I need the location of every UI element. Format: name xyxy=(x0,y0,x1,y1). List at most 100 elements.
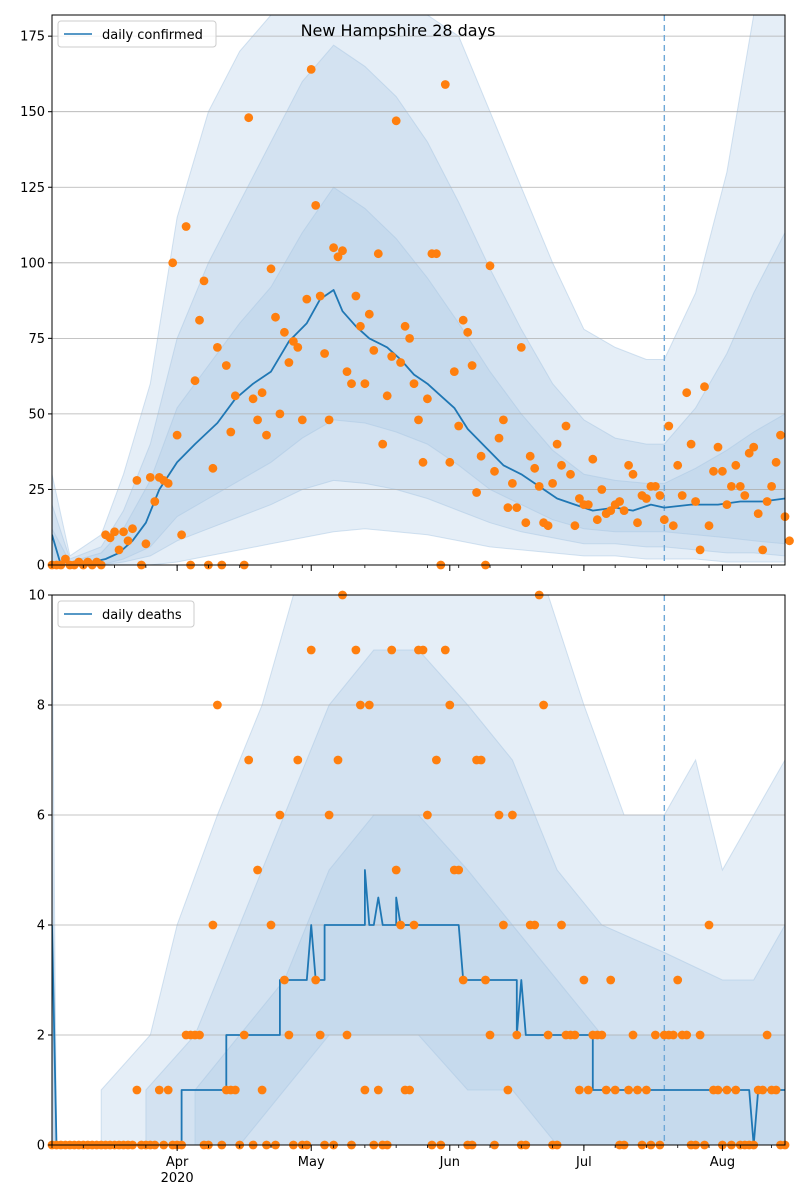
data-point xyxy=(306,645,316,655)
y-tick-label: 75 xyxy=(28,332,45,347)
data-point xyxy=(762,1030,772,1040)
data-point xyxy=(454,421,464,431)
data-point xyxy=(543,521,553,531)
data-point xyxy=(664,421,674,431)
uncertainty-bands xyxy=(52,595,785,1145)
data-point xyxy=(686,439,696,449)
data-point xyxy=(597,485,607,494)
chart-title: New Hampshire 28 days xyxy=(301,21,496,40)
data-point xyxy=(485,1030,495,1040)
data-point xyxy=(633,1085,642,1095)
series-line-group xyxy=(52,869,785,1145)
legend: daily deaths xyxy=(57,600,195,628)
data-point xyxy=(454,865,464,875)
data-point xyxy=(405,1085,414,1095)
data-point xyxy=(619,506,629,515)
data-point xyxy=(329,243,338,253)
band-mid xyxy=(52,649,785,1145)
x-tick-label: Jul xyxy=(575,1155,592,1170)
data-point xyxy=(61,554,70,564)
data-point xyxy=(400,321,410,331)
data-point xyxy=(758,545,768,555)
data-point xyxy=(195,1030,204,1040)
data-point xyxy=(771,457,781,467)
x-tick-label: May xyxy=(298,1155,325,1170)
data-point xyxy=(141,539,151,549)
axes xyxy=(51,594,786,1146)
data-point xyxy=(356,700,365,710)
data-point xyxy=(744,448,754,458)
data-point xyxy=(713,442,723,452)
data-point xyxy=(570,521,580,531)
data-point xyxy=(396,920,405,930)
data-point xyxy=(418,645,428,655)
data-point xyxy=(445,457,455,467)
data-point xyxy=(673,460,683,470)
data-point xyxy=(771,1085,781,1095)
data-point xyxy=(624,1085,633,1095)
y-tick-label: 100 xyxy=(20,256,45,271)
data-point xyxy=(275,810,285,820)
data-point xyxy=(508,479,517,488)
legend-box xyxy=(57,600,195,628)
data-point xyxy=(382,391,392,401)
data-point xyxy=(610,1085,620,1095)
data-point xyxy=(655,491,665,500)
data-point xyxy=(315,291,325,301)
y-tick-label: 150 xyxy=(20,105,45,120)
data-point xyxy=(432,249,441,259)
y-tick-label: 50 xyxy=(28,407,45,422)
x-ticks xyxy=(51,565,772,571)
data-point xyxy=(557,460,566,470)
data-point xyxy=(195,315,204,325)
data-point xyxy=(213,343,222,352)
data-point xyxy=(633,518,642,528)
data-point xyxy=(668,521,678,531)
data-point xyxy=(512,503,522,512)
data-point xyxy=(445,700,455,710)
data-point xyxy=(293,755,303,765)
data-point xyxy=(369,346,379,355)
data-point xyxy=(767,482,776,491)
data-point xyxy=(405,334,414,343)
data-point xyxy=(275,409,285,419)
data-point xyxy=(306,65,316,74)
data-point xyxy=(561,421,571,431)
data-point xyxy=(762,497,772,506)
y-tick-label: 4 xyxy=(37,919,45,934)
data-point xyxy=(606,975,616,985)
data-point xyxy=(414,415,423,425)
data-point xyxy=(208,463,218,473)
axes-frame xyxy=(51,594,786,1146)
data-point xyxy=(659,515,669,525)
legend: daily confirmed xyxy=(57,20,217,48)
data-point xyxy=(128,524,137,534)
data-point xyxy=(628,469,638,479)
data-point xyxy=(409,920,419,930)
y-tick-label: 2 xyxy=(37,1029,45,1044)
data-point xyxy=(463,327,473,337)
data-point xyxy=(208,920,218,930)
data-point xyxy=(351,645,361,655)
data-point xyxy=(601,1085,611,1095)
data-point xyxy=(132,1085,142,1095)
data-point xyxy=(668,1030,678,1040)
data-point xyxy=(615,497,624,506)
data-point xyxy=(597,1030,607,1040)
data-point xyxy=(628,1030,638,1040)
data-point xyxy=(253,415,262,425)
uncertainty-bands xyxy=(52,15,785,565)
data-point xyxy=(677,491,687,500)
data-point xyxy=(516,343,526,352)
legend-label: daily confirmed xyxy=(102,28,203,43)
data-point xyxy=(494,810,504,820)
y-tick-label: 6 xyxy=(37,809,45,824)
data-point xyxy=(311,201,321,210)
data-point xyxy=(579,975,589,985)
y-tick-label: 0 xyxy=(37,559,45,574)
data-point xyxy=(682,1030,692,1040)
panel-daily-confirmed: 0 25 50 75 100 125 150 175 New Hampshire 28 day… xyxy=(20,14,794,574)
data-point xyxy=(722,500,732,509)
data-point xyxy=(709,466,718,476)
data-point xyxy=(373,249,383,259)
